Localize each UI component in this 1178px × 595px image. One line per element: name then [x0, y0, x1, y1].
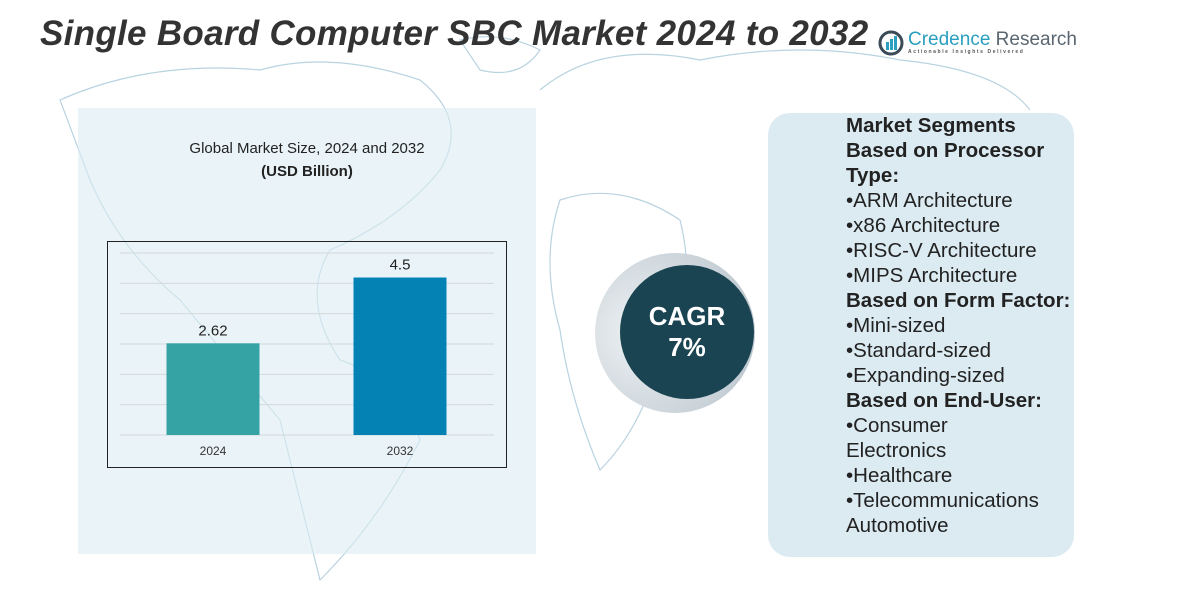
segment-item: •Expanding-sized	[846, 364, 1005, 387]
segment-item: •ARM Architecture	[846, 189, 1013, 212]
credence-research-logo: Credence Research Actionable Insights De…	[878, 30, 1077, 56]
logo-name-a: Credence	[908, 29, 991, 50]
segment-item: •x86 Architecture	[846, 214, 1001, 237]
x-tick-2032: 2032	[387, 444, 414, 458]
segments-panel	[768, 113, 1074, 557]
market-size-panel	[78, 108, 536, 554]
segment-item: •Standard-sized	[846, 339, 992, 362]
segment-heading: Based on Form Factor:	[846, 289, 1071, 312]
cagr-label: CAGR	[648, 301, 726, 331]
bar-chart: 2.62 4.5 2024 2032	[120, 252, 494, 458]
bar-2032	[353, 277, 447, 435]
segment-item: Electronics	[846, 439, 947, 462]
segment-item: Automotive	[846, 514, 949, 537]
logo-name-b: Research	[990, 29, 1077, 50]
chart-frame: 2.62 4.5 2024 2032	[107, 241, 507, 468]
segment-item: •Mini-sized	[846, 314, 946, 337]
segment-heading: Based on Processor	[846, 139, 1045, 162]
logo-tagline: Actionable Insights Delivered	[908, 49, 1025, 55]
chart-title: Global Market Size, 2024 and 2032	[189, 140, 425, 157]
segment-heading: Type:	[846, 164, 900, 187]
data-label-2024: 2.62	[198, 322, 227, 339]
page-title: Single Board Computer SBC Market 2024 to…	[40, 14, 869, 53]
segments-list: Market Segments Based on Processor Type: •A…	[846, 113, 1070, 538]
segment-item: •RISC-V Architecture	[846, 239, 1037, 262]
segment-item: •Consumer	[846, 414, 948, 437]
bar-2024	[166, 343, 260, 435]
segment-item: •Healthcare	[846, 464, 953, 487]
segment-heading: Market Segments	[846, 114, 1016, 137]
cagr-badge: CAGR 7%	[620, 265, 754, 399]
data-label-2032: 4.5	[390, 257, 411, 274]
cagr-value: 7%	[668, 332, 706, 362]
segment-item: •MIPS Architecture	[846, 264, 1018, 287]
chart-unit: (USD Billion)	[261, 163, 353, 180]
segment-heading: Based on End-User:	[846, 389, 1042, 412]
segment-item: •Telecommunications	[846, 489, 1039, 512]
x-tick-2024: 2024	[200, 444, 227, 458]
logo-icon	[878, 30, 904, 56]
